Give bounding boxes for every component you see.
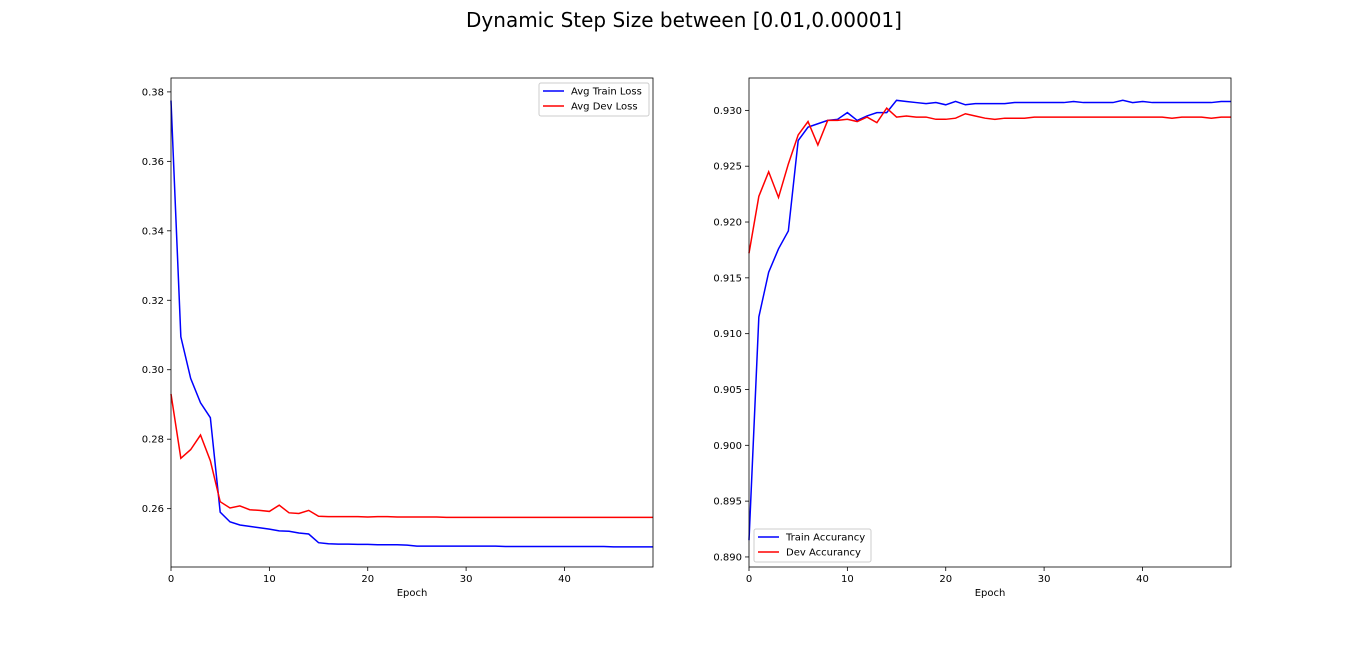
legend-box — [753, 528, 872, 563]
chart-1-axes-frame — [170, 77, 654, 568]
chart-2-x-tick-label: 10 — [841, 574, 854, 585]
chart-2-y-tick-label: 0.890 — [713, 552, 742, 563]
chart-1-x-axis-label: Epoch — [397, 588, 428, 599]
chart-2-x-tick-label: 30 — [1038, 574, 1051, 585]
chart-1-y-tick-label: 0.36 — [142, 157, 164, 168]
chart-2-y-tick-label: 0.915 — [713, 273, 742, 284]
legend-label: Dev Accurancy — [786, 548, 861, 559]
chart-1-legend: Avg Train Loss Avg Dev Loss — [538, 82, 650, 117]
legend-label: Train Accurancy — [785, 533, 865, 544]
chart-1-y-tick-label: 0.30 — [142, 365, 164, 376]
legend-label: Avg Dev Loss — [571, 102, 638, 113]
chart-1: 0 10 20 30 40 0.26 0.28 0.30 0.32 0.34 0.36 0.38 Epo… — [142, 77, 654, 599]
chart-1-x-tick-label: 40 — [558, 574, 571, 585]
chart-1-y-tick-label: 0.26 — [142, 504, 164, 515]
legend-label: Avg Train Loss — [571, 87, 642, 98]
chart-1-series-2-line — [170, 393, 653, 519]
chart-1-x-tick-label: 30 — [460, 574, 473, 585]
chart-1-y-tick-label: 0.34 — [142, 226, 164, 237]
chart-1-y-tick-label: 0.28 — [142, 435, 164, 446]
chart-2-y-tick-label: 0.925 — [713, 162, 742, 173]
chart-2-y-tick-label: 0.920 — [713, 218, 742, 229]
chart-1-x-tick-label: 0 — [168, 574, 174, 585]
chart-2-y-tick-label: 0.930 — [713, 106, 742, 117]
chart-1-y-tick-label: 0.32 — [142, 296, 164, 307]
chart-2-y-tick-label: 0.900 — [713, 441, 742, 452]
chart-2-series-1-line — [748, 99, 1231, 541]
chart-2-y-tick-label: 0.895 — [713, 497, 742, 508]
chart-2-axes-frame — [748, 77, 1232, 568]
chart-1-x-tick-label: 20 — [361, 574, 374, 585]
chart-2-x-tick-label: 40 — [1136, 574, 1149, 585]
chart-2-series-2-line — [748, 107, 1231, 254]
chart-2-x-tick-label: 0 — [746, 574, 752, 585]
chart-2-y-tick-label: 0.905 — [713, 385, 742, 396]
chart-2-y-tick-label: 0.910 — [713, 329, 742, 340]
chart-1-series-1-line — [170, 100, 653, 548]
chart-2: 0 10 20 30 40 0.890 0.895 0.900 0.905 0.910 0.915 0… — [713, 77, 1232, 599]
chart-1-x-tick-label: 10 — [263, 574, 276, 585]
chart-2-legend: Train Accurancy Dev Accurancy — [753, 528, 872, 563]
chart-2-x-axis-label: Epoch — [975, 588, 1006, 599]
chart-2-x-tick-label: 20 — [939, 574, 952, 585]
figure-title: Dynamic Step Size between [0.01,0.00001] — [466, 8, 902, 32]
legend-box — [538, 82, 650, 117]
chart-1-y-tick-label: 0.38 — [142, 87, 164, 98]
